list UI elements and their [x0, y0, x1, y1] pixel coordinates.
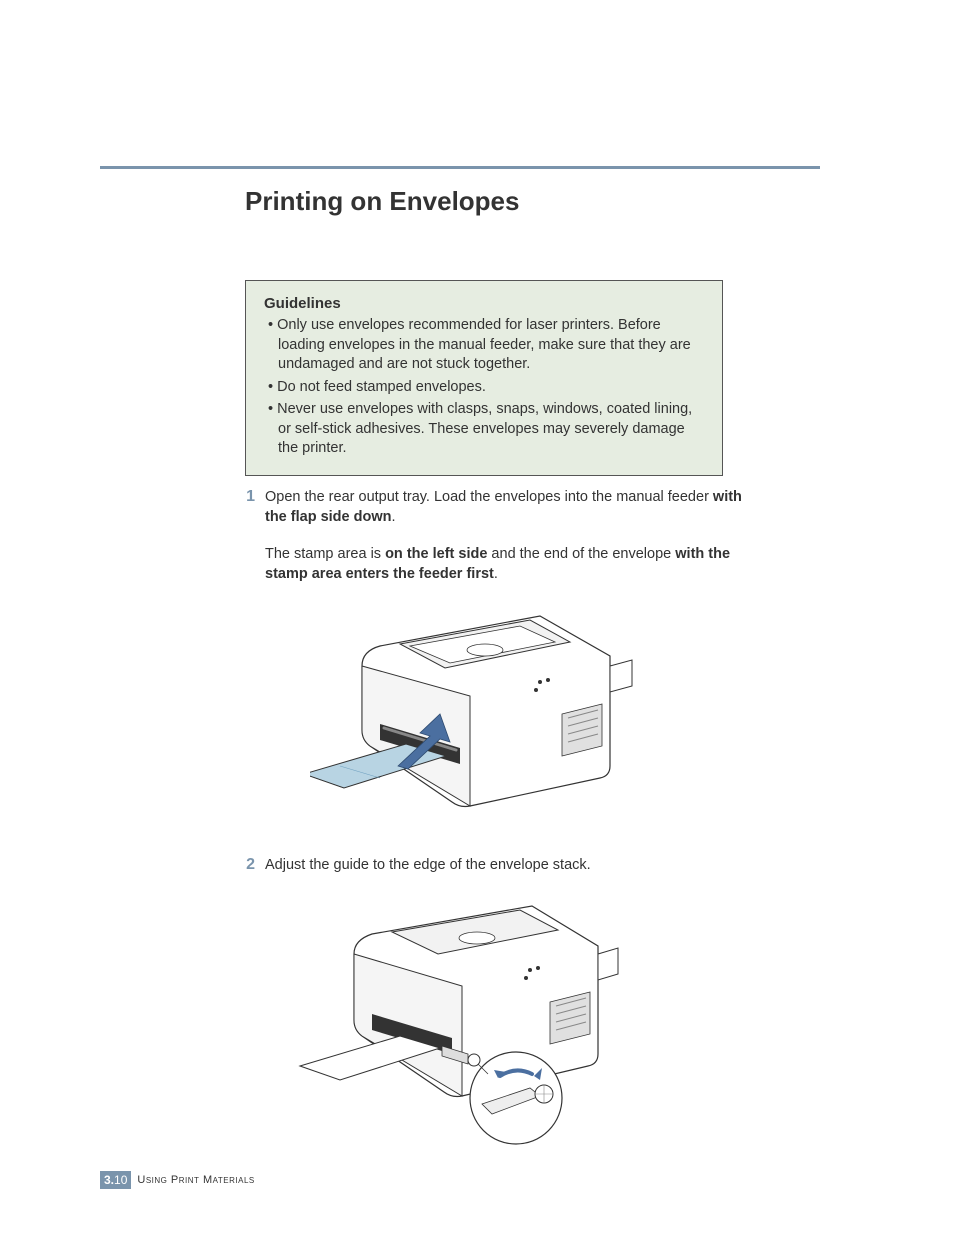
- footer-section-label: Using Print Materials: [137, 1174, 254, 1186]
- step-body: Adjust the guide to the edge of the enve…: [265, 856, 745, 876]
- step-paragraph: Adjust the guide to the edge of the enve…: [265, 856, 745, 876]
- guidelines-item: Do not feed stamped envelopes.: [264, 378, 704, 398]
- step-body: Open the rear output tray. Load the enve…: [265, 488, 745, 584]
- step-number: 2: [235, 856, 255, 874]
- step-paragraph: Open the rear output tray. Load the enve…: [265, 488, 745, 527]
- guidelines-box: Guidelines Only use envelopes recommende…: [245, 280, 723, 476]
- printer-illustration-feed: [310, 596, 650, 836]
- printer-feed-icon: [310, 596, 650, 836]
- step-paragraph: The stamp area is on the left side and t…: [265, 545, 745, 584]
- document-page: Printing on Envelopes Guidelines Only us…: [0, 0, 954, 1235]
- section-title: Printing on Envelopes: [245, 186, 519, 217]
- guidelines-item: Never use envelopes with clasps, snaps, …: [264, 400, 704, 459]
- guidelines-list: Only use envelopes recommended for laser…: [264, 316, 704, 459]
- page-number-tag: 3.10: [100, 1171, 131, 1189]
- page-footer: 3.10 Using Print Materials: [100, 1171, 255, 1189]
- guidelines-item: Only use envelopes recommended for laser…: [264, 316, 704, 375]
- printer-guide-icon: [292, 888, 632, 1148]
- printer-illustration-guide: [292, 888, 632, 1148]
- step-number: 1: [235, 488, 255, 506]
- guidelines-heading: Guidelines: [264, 295, 704, 312]
- header-rule: [100, 166, 820, 169]
- step-1: 1 Open the rear output tray. Load the en…: [245, 488, 745, 602]
